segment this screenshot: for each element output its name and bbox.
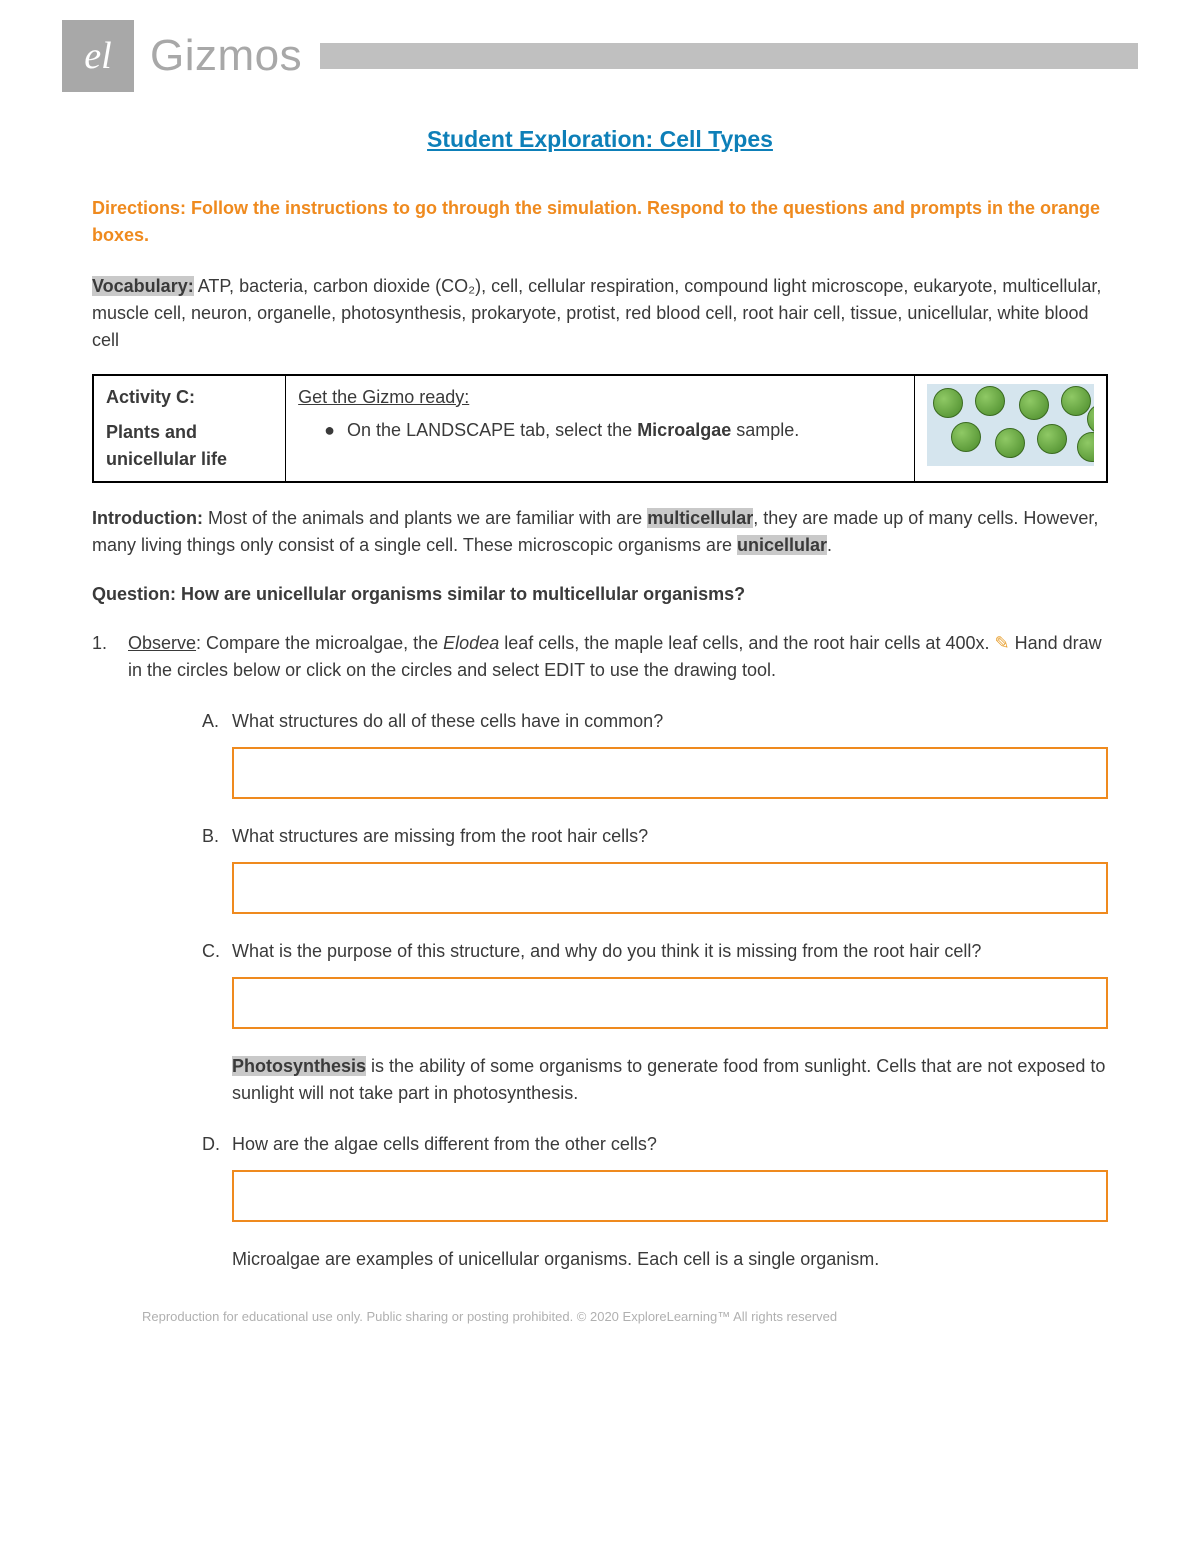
microalgae-note: Microalgae are examples of unicellular o…	[232, 1246, 1108, 1273]
sub-a-letter: A.	[202, 708, 232, 735]
intro-label: Introduction:	[92, 508, 203, 528]
sub-a-text: What structures do all of these cells ha…	[232, 708, 1108, 735]
header-bar	[320, 43, 1138, 69]
vocabulary-section: Vocabulary: ATP, bacteria, carbon dioxid…	[92, 273, 1108, 354]
sub-b-text: What structures are missing from the roo…	[232, 823, 1108, 850]
microalgae-image	[927, 384, 1094, 466]
vocab-list: ATP, bacteria, carbon dioxide (CO₂), cel…	[92, 276, 1101, 350]
footer-text: Reproduction for educational use only. P…	[92, 1307, 1108, 1327]
activity-label: Activity C:	[106, 384, 273, 411]
page-title: Student Exploration: Cell Types	[92, 122, 1108, 157]
pencil-icon: ✎	[994, 633, 1009, 653]
q1-body: Observe: Compare the microalgae, the Elo…	[128, 630, 1108, 684]
introduction-text: Introduction: Most of the animals and pl…	[92, 505, 1108, 559]
sub-question-list: A. What structures do all of these cells…	[202, 708, 1108, 1273]
main-question: Question: How are unicellular organisms …	[92, 581, 1108, 608]
activity-image-cell	[914, 375, 1107, 482]
activity-bullet: ● On the LANDSCAPE tab, select the Micro…	[298, 417, 902, 444]
sub-d-text: How are the algae cells different from t…	[232, 1131, 1108, 1158]
sub-d-letter: D.	[202, 1131, 232, 1158]
brand-name: Gizmos	[150, 23, 302, 89]
sub-d: D. How are the algae cells different fro…	[202, 1131, 1108, 1222]
q1-number: 1.	[92, 630, 128, 684]
sub-a: A. What structures do all of these cells…	[202, 708, 1108, 799]
bullet-text: On the LANDSCAPE tab, select the Microal…	[347, 417, 799, 444]
page-content: Student Exploration: Cell Types Directio…	[0, 92, 1200, 1346]
photosynthesis-note: Photosynthesis is the ability of some or…	[232, 1053, 1108, 1107]
answer-box-d[interactable]	[232, 1170, 1108, 1222]
answer-box-a[interactable]	[232, 747, 1108, 799]
activity-instructions-cell: Get the Gizmo ready: ● On the LANDSCAPE …	[286, 375, 915, 482]
answer-box-b[interactable]	[232, 862, 1108, 914]
logo-icon: el	[62, 20, 134, 92]
sub-b: B. What structures are missing from the …	[202, 823, 1108, 914]
gizmo-ready-label: Get the Gizmo ready:	[298, 387, 469, 407]
bullet-icon: ●	[324, 417, 335, 444]
activity-table: Activity C: Plants and unicellular life …	[92, 374, 1108, 483]
answer-box-c[interactable]	[232, 977, 1108, 1029]
activity-subtitle: Plants and unicellular life	[106, 419, 273, 473]
header: el Gizmos	[0, 0, 1200, 92]
sub-c: C. What is the purpose of this structure…	[202, 938, 1108, 1029]
question-1: 1. Observe: Compare the microalgae, the …	[92, 630, 1108, 684]
sub-c-letter: C.	[202, 938, 232, 965]
sub-c-text: What is the purpose of this structure, a…	[232, 938, 1108, 965]
vocab-label: Vocabulary:	[92, 276, 194, 296]
sub-b-letter: B.	[202, 823, 232, 850]
activity-label-cell: Activity C: Plants and unicellular life	[93, 375, 286, 482]
directions-text: Directions: Follow the instructions to g…	[92, 195, 1108, 249]
